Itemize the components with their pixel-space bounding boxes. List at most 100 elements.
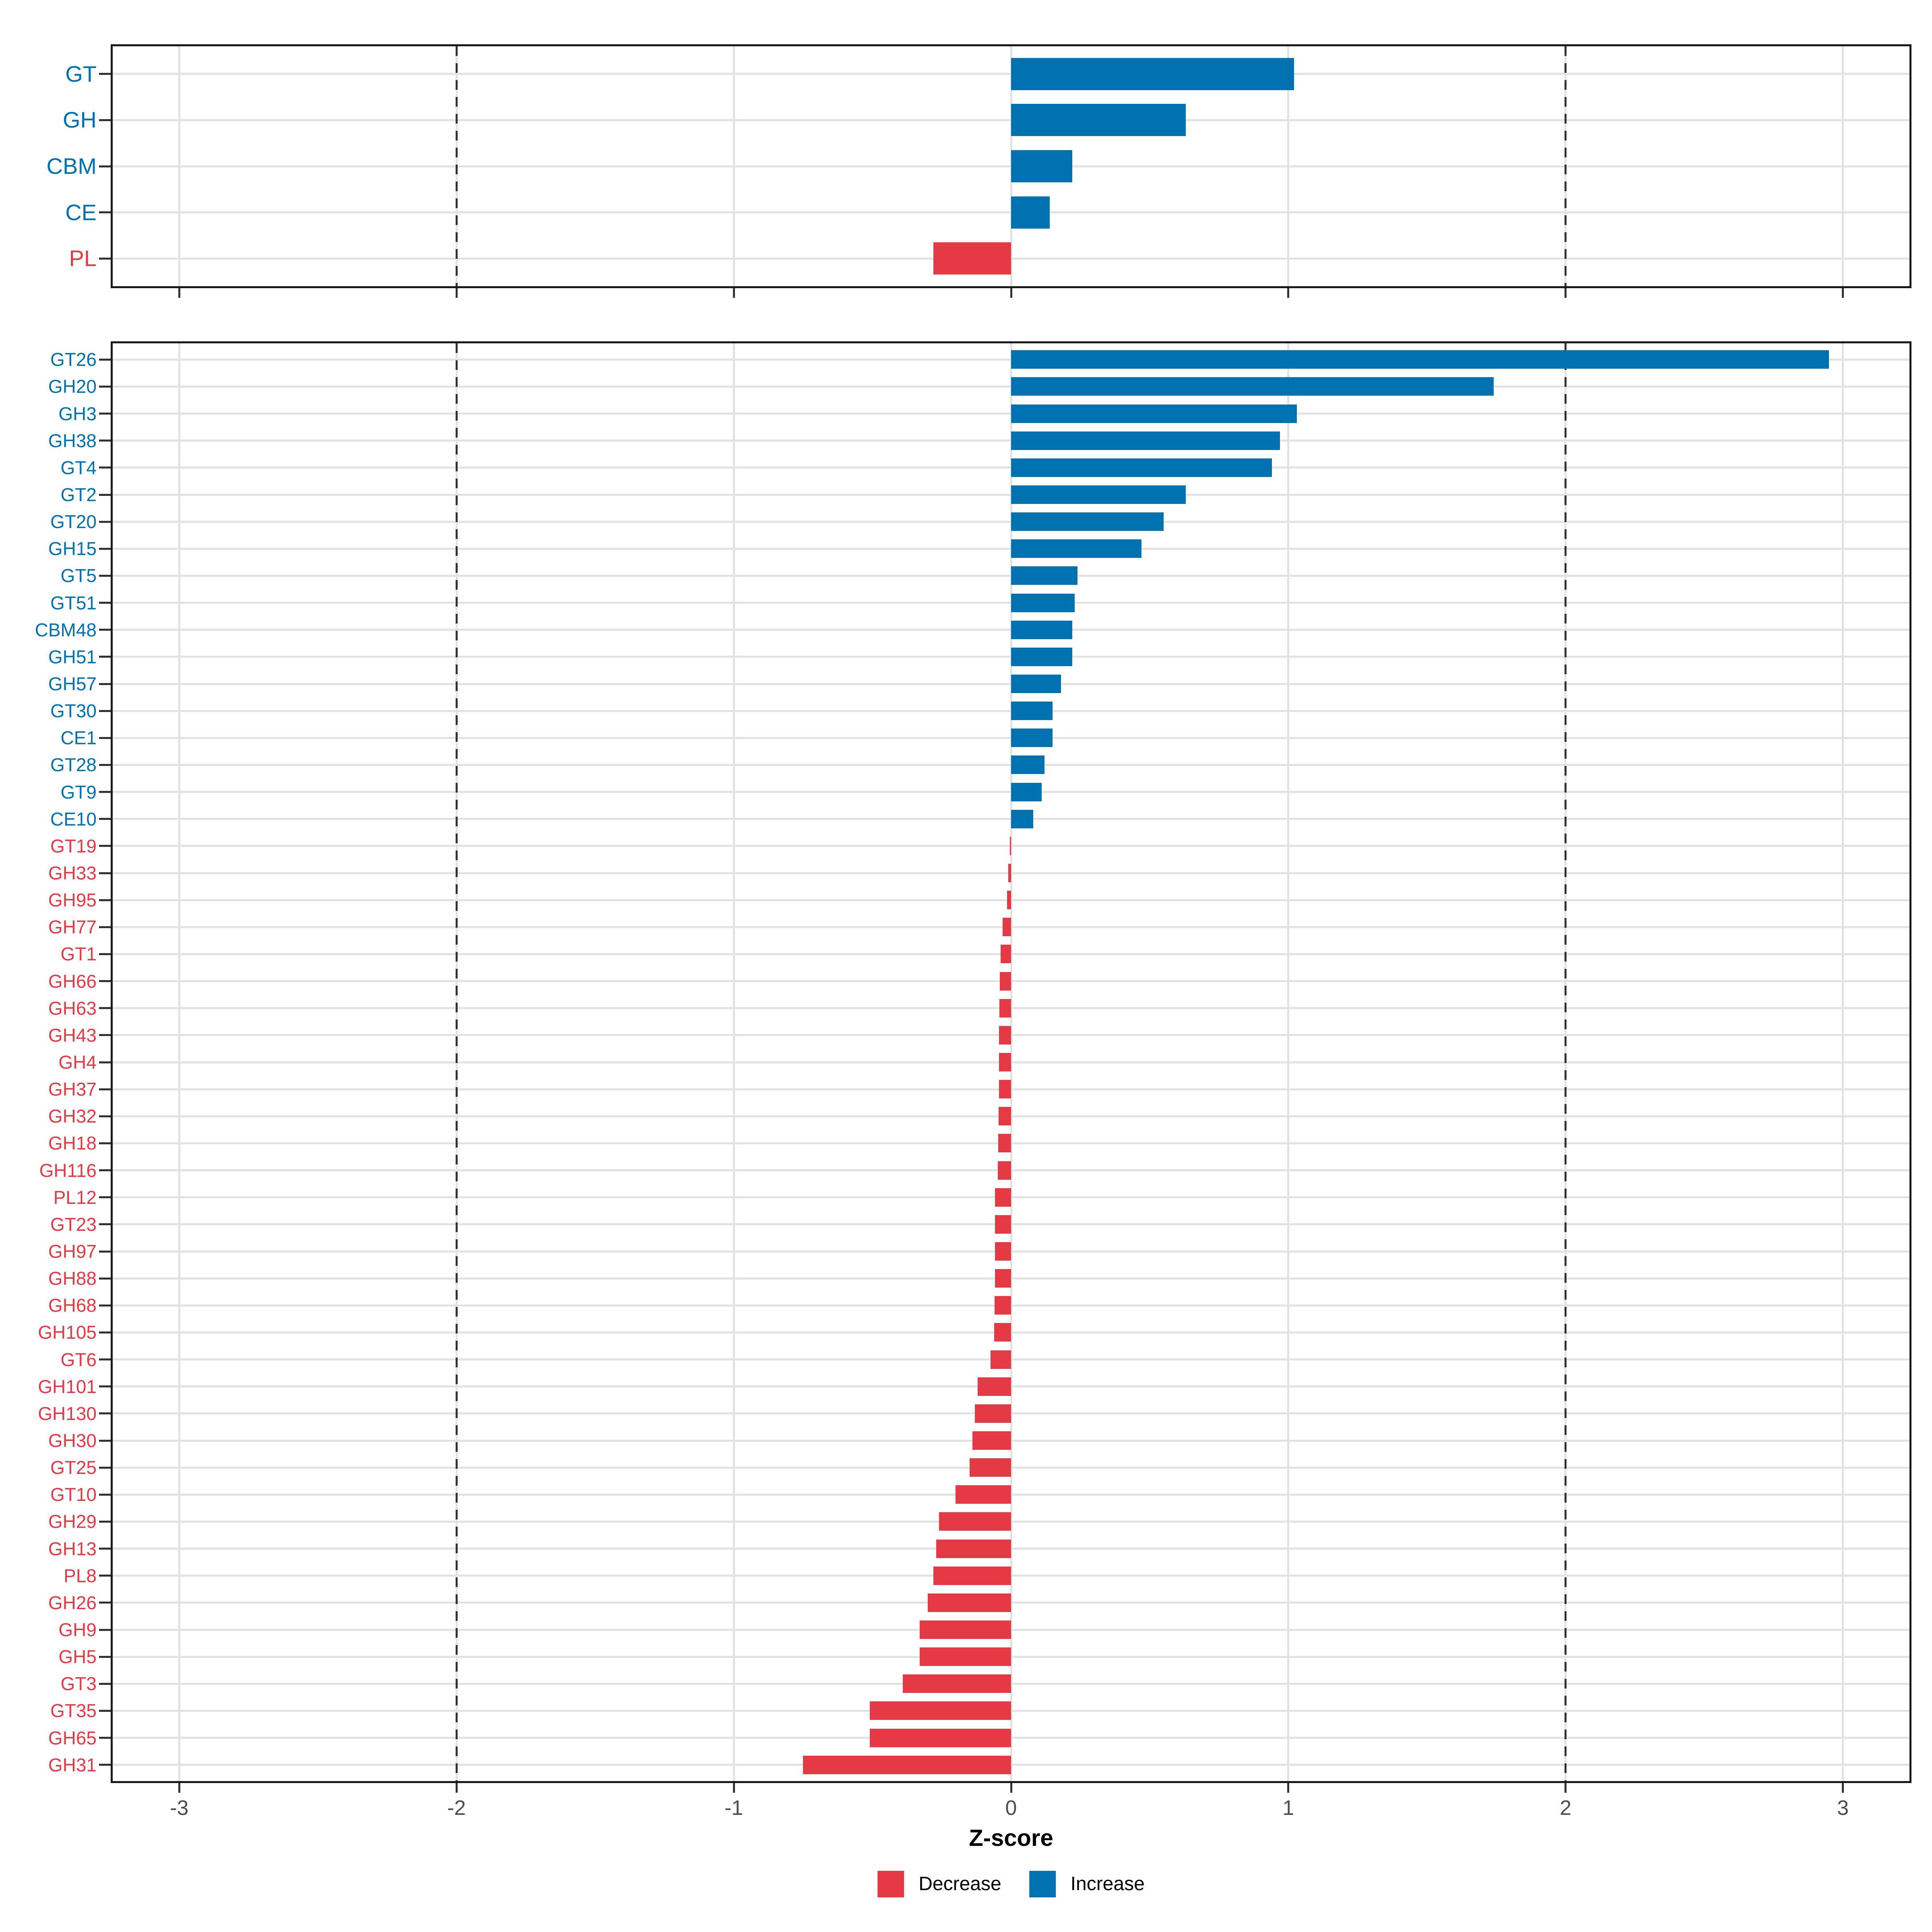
y-axis-tick <box>99 1709 111 1712</box>
category-label-GH18: GH18 <box>48 1133 97 1154</box>
category-label-GT25: GT25 <box>50 1457 97 1478</box>
bar-GH32 <box>999 1107 1011 1126</box>
gridline-row <box>113 1764 1909 1766</box>
category-label-CE1: CE1 <box>60 727 97 749</box>
x-tick-label-0: 0 <box>1005 1796 1017 1820</box>
bar-GT25 <box>969 1458 1011 1477</box>
gridline-row <box>113 980 1909 983</box>
bar-GH20 <box>1011 377 1494 396</box>
legend-label-decrease: Decrease <box>919 1873 1001 1895</box>
y-axis-tick <box>99 602 111 604</box>
category-label-GH30: GH30 <box>48 1430 97 1451</box>
y-axis-tick <box>99 1142 111 1144</box>
y-axis-tick <box>99 899 111 901</box>
y-axis-tick <box>99 165 111 167</box>
x-axis-tick--3 <box>178 1783 180 1793</box>
bar-GT23 <box>995 1215 1011 1234</box>
category-label-GH51: GH51 <box>48 646 97 667</box>
y-axis-tick <box>99 926 111 928</box>
bar-GH57 <box>1011 675 1061 693</box>
bar-PL12 <box>995 1188 1011 1207</box>
gridline-row <box>113 1655 1909 1658</box>
category-label-GH33: GH33 <box>48 863 97 883</box>
category-label-GH3: GH3 <box>58 403 97 424</box>
gridline-row <box>113 1196 1909 1199</box>
bar-GH68 <box>994 1296 1011 1315</box>
y-axis-tick <box>99 1493 111 1496</box>
y-axis-tick <box>99 1412 111 1415</box>
gridline-row <box>113 1709 1909 1712</box>
category-label-GT2: GT2 <box>60 484 97 505</box>
category-label-GT30: GT30 <box>50 700 97 722</box>
x-axis-tick-2 <box>1565 1783 1567 1793</box>
y-axis-tick <box>99 1169 111 1172</box>
y-axis-tick <box>99 73 111 75</box>
y-axis-tick <box>99 1520 111 1523</box>
bar-GH30 <box>972 1431 1011 1450</box>
y-axis-tick <box>99 1575 111 1577</box>
bar-GH33 <box>1008 864 1011 882</box>
bar-GT19 <box>1009 836 1011 855</box>
y-axis-tick <box>99 1655 111 1658</box>
y-axis-tick <box>99 1439 111 1442</box>
bar-GH18 <box>998 1134 1011 1153</box>
bar-GT35 <box>869 1701 1011 1720</box>
bar-GT4 <box>1011 458 1272 477</box>
bar-CE10 <box>1011 809 1034 828</box>
category-label-GT10: GT10 <box>50 1484 97 1505</box>
gridline-row <box>113 1682 1909 1685</box>
y-axis-tick <box>99 1602 111 1604</box>
bar-CE <box>1011 196 1050 229</box>
bar-PL <box>933 242 1011 275</box>
bar-GH116 <box>997 1161 1011 1180</box>
gridline-row <box>113 1439 1909 1442</box>
bar-GH77 <box>1003 918 1011 937</box>
legend-label-increase: Increase <box>1070 1873 1145 1895</box>
category-label-GH31: GH31 <box>48 1754 97 1775</box>
x-axis-tick-0 <box>1010 1783 1012 1793</box>
gridline-row <box>113 1088 1909 1090</box>
bar-GH29 <box>939 1512 1011 1531</box>
y-axis-tick <box>99 574 111 577</box>
category-label-GT: GT <box>65 61 97 87</box>
gridline-row <box>113 899 1909 901</box>
bar-GH38 <box>1011 431 1280 450</box>
y-axis-tick <box>99 1196 111 1199</box>
bar-GT10 <box>956 1485 1011 1504</box>
x-tick-label-3: 3 <box>1837 1796 1849 1820</box>
gridline-row <box>113 1250 1909 1253</box>
gridline-row <box>113 1007 1909 1009</box>
bar-GH43 <box>999 1026 1011 1044</box>
bar-CE1 <box>1011 729 1053 747</box>
bar-GH51 <box>1011 647 1072 666</box>
gridline-row <box>113 1061 1909 1063</box>
dashed-line-x--2 <box>455 46 458 286</box>
category-label-GT1: GT1 <box>60 943 97 965</box>
x-axis-tick-0 <box>1010 288 1012 298</box>
x-axis-tick--3 <box>178 288 180 298</box>
bar-GH31 <box>803 1755 1011 1774</box>
y-axis-tick <box>99 1223 111 1226</box>
x-axis-tick-1 <box>1287 1783 1290 1793</box>
bar-GH63 <box>999 999 1011 1018</box>
gridline-row <box>113 1223 1909 1226</box>
category-label-GH63: GH63 <box>48 997 97 1019</box>
category-label-GT4: GT4 <box>60 457 97 478</box>
x-tick-label--1: -1 <box>724 1796 743 1820</box>
category-label-GT19: GT19 <box>50 835 97 857</box>
bar-GH130 <box>975 1404 1011 1423</box>
category-label-GT3: GT3 <box>60 1673 97 1695</box>
bar-GH26 <box>928 1593 1011 1612</box>
category-label-GH9: GH9 <box>58 1619 97 1640</box>
y-axis-tick <box>99 1277 111 1280</box>
y-axis-tick <box>99 1115 111 1117</box>
bar-GH88 <box>995 1269 1011 1288</box>
gridline-row <box>113 1575 1909 1577</box>
category-label-GH15: GH15 <box>48 538 97 559</box>
x-axis-tick--1 <box>733 288 735 298</box>
category-label-PL8: PL8 <box>64 1565 97 1586</box>
gridline-row <box>113 1277 1909 1280</box>
legend-swatch-increase <box>1029 1871 1056 1897</box>
gridline-row <box>113 1385 1909 1388</box>
